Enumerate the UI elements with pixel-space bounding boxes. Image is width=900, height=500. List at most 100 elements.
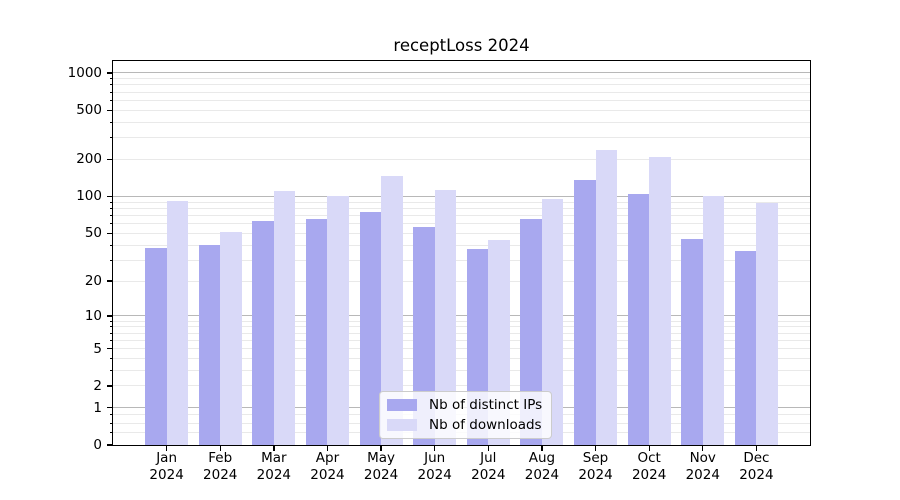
x-tick-year: 2024 (739, 466, 774, 483)
bar-downloads (220, 232, 242, 445)
x-tick-month: Apr (315, 450, 340, 466)
y-minor-tick-mark (109, 207, 113, 209)
y-gridline-minor (113, 223, 810, 225)
y-minor-tick-mark (109, 244, 113, 246)
x-tick-year: 2024 (363, 466, 399, 483)
y-minor-tick-mark (109, 121, 113, 123)
bar-distinct-ips (413, 227, 435, 445)
x-tick-mark (541, 446, 543, 451)
x-tick-month: Oct (637, 450, 661, 466)
y-gridline-major (113, 72, 810, 74)
y-gridline-minor (113, 385, 810, 387)
chart-title: receptLoss 2024 (393, 36, 530, 55)
y-tick-label: 200 (76, 151, 102, 168)
legend-item-downloads: Nb of downloads (387, 418, 542, 432)
x-tick-year: 2024 (417, 466, 452, 483)
x-tick-label: Apr 2024 (285, 450, 369, 483)
y-tick-label: 1 (93, 399, 102, 416)
x-tick-month: Jul (480, 450, 497, 466)
bar-distinct-ips (359, 211, 382, 445)
bar-distinct-ips (145, 247, 167, 445)
grid-layer (113, 61, 810, 445)
bar-distinct-ips (252, 221, 274, 445)
x-tick-label: Sep 2024 (554, 450, 638, 483)
legend-swatch-downloads (387, 419, 417, 431)
y-tick-label: 50 (84, 225, 102, 242)
x-tick-mark (219, 446, 221, 451)
y-tick-mark (107, 315, 113, 317)
bar-downloads (756, 203, 778, 445)
y-minor-tick-mark (109, 84, 113, 86)
bar-distinct-ips (198, 245, 221, 445)
bar-downloads (381, 175, 403, 445)
y-minor-tick-mark (109, 280, 113, 282)
x-tick-mark (434, 446, 436, 451)
y-tick-mark (107, 195, 113, 198)
x-tick-year: 2024 (524, 466, 560, 483)
x-tick-month: Aug (528, 450, 556, 466)
x-tick-month: Feb (208, 450, 233, 466)
y-gridline-minor (113, 207, 810, 209)
y-gridline-minor (113, 158, 810, 160)
bar-downloads (327, 196, 349, 445)
x-tick-year: 2024 (631, 466, 667, 483)
y-gridline-minor (113, 232, 810, 234)
x-tick-mark (166, 446, 168, 451)
y-gridline-major (113, 315, 810, 317)
y-tick-label: 20 (84, 273, 102, 290)
y-minor-tick-mark (109, 109, 113, 111)
plot-area: Nb of distinct IPs Nb of downloads (112, 60, 811, 446)
legend-label-distinct-ips: Nb of distinct IPs (429, 397, 543, 413)
y-minor-tick-mark (109, 320, 113, 322)
x-tick-label: Jan 2024 (125, 450, 209, 483)
bar-distinct-ips (306, 219, 328, 445)
y-minor-tick-mark (109, 91, 113, 93)
y-tick-label: 0 (93, 437, 102, 453)
y-gridline-minor (113, 84, 810, 86)
bar-downloads (595, 149, 617, 445)
y-gridline-minor (113, 244, 810, 246)
bar-distinct-ips (627, 193, 650, 445)
x-tick-mark (702, 446, 704, 451)
y-minor-tick-mark (109, 332, 113, 334)
y-minor-tick-mark (109, 369, 113, 371)
y-gridline-minor (113, 121, 810, 123)
x-tick-year: 2024 (256, 466, 292, 483)
x-tick-month: May (367, 450, 396, 466)
y-gridline-major (113, 195, 810, 197)
y-minor-tick-mark (109, 326, 113, 328)
legend-label-downloads: Nb of downloads (429, 417, 542, 433)
x-tick-mark (648, 446, 650, 451)
x-tick-year: 2024 (578, 466, 613, 483)
y-minor-tick-mark (109, 339, 113, 341)
y-gridline-minor (113, 214, 810, 216)
legend-swatch-distinct-ips (387, 399, 417, 411)
y-gridline-minor (113, 78, 810, 80)
bar-distinct-ips (734, 250, 757, 445)
x-tick-mark (487, 446, 489, 451)
y-tick-label: 100 (76, 188, 102, 205)
y-gridline-minor (113, 326, 810, 328)
legend: Nb of distinct IPs Nb of downloads (379, 391, 553, 439)
y-gridline-minor (113, 332, 810, 334)
x-tick-month: Jan (156, 450, 178, 466)
x-tick-year: 2024 (203, 466, 238, 483)
y-minor-tick-mark (109, 158, 113, 160)
y-gridline-minor (113, 99, 810, 101)
y-tick-mark (107, 406, 113, 409)
x-tick-label: Nov 2024 (661, 450, 745, 483)
x-tick-month: Mar (261, 450, 287, 466)
x-tick-label: Jun 2024 (393, 450, 477, 483)
y-gridline-minor (113, 339, 810, 341)
x-tick-label: Aug 2024 (500, 450, 584, 483)
y-gridline-minor (113, 109, 810, 111)
y-tick-mark (107, 444, 113, 446)
x-tick-mark (326, 446, 329, 451)
y-minor-tick-mark (109, 232, 113, 234)
y-minor-tick-mark (109, 78, 113, 80)
y-tick-label: 500 (76, 102, 102, 119)
bar-downloads (166, 200, 189, 445)
y-minor-tick-mark (109, 223, 113, 225)
y-minor-tick-mark (109, 137, 113, 139)
x-tick-month: Dec (743, 450, 770, 466)
